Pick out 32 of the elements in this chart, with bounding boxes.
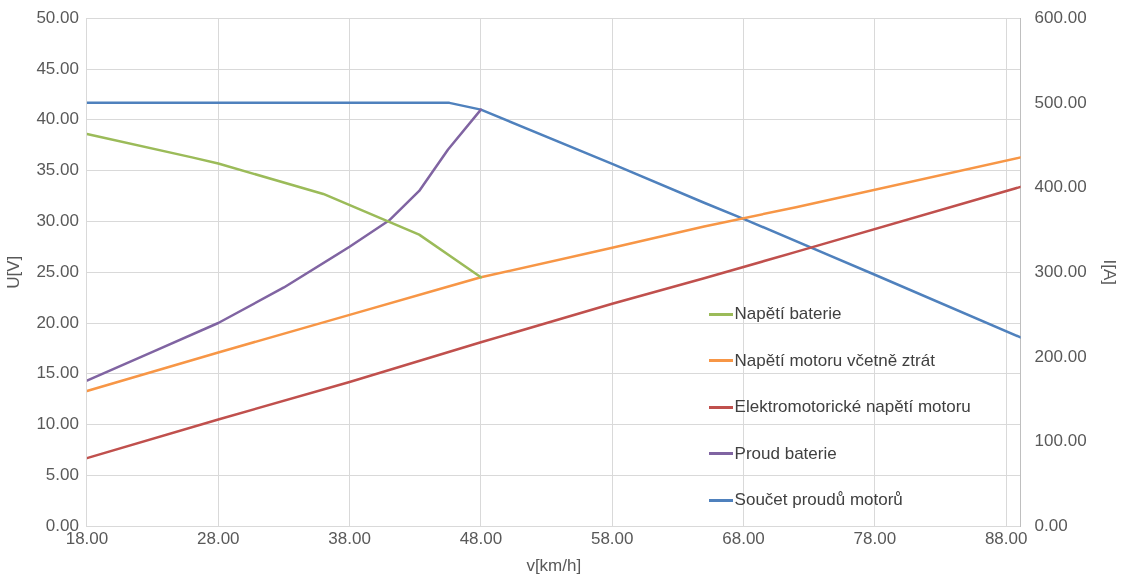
x-tick-label: 78.00 <box>853 529 897 549</box>
y-tick-label: 50.00 <box>36 7 79 27</box>
y2-tick-label: 300.00 <box>1034 261 1087 281</box>
x-tick-label: 88.00 <box>984 529 1028 549</box>
y-tick-label: 45.00 <box>36 58 79 78</box>
y2-tick-label: 500.00 <box>1034 92 1087 112</box>
y2-tick-label: 600.00 <box>1034 7 1087 27</box>
y-tick-label: 20.00 <box>36 312 79 332</box>
y-axis-title: U[V] <box>3 255 23 289</box>
y-tick-label: 5.00 <box>45 465 79 485</box>
y-tick-label: 15.00 <box>36 363 79 383</box>
y2-tick-label: 400.00 <box>1034 177 1087 197</box>
x-tick-label: 38.00 <box>328 529 371 549</box>
y-tick-label: 30.00 <box>36 211 79 231</box>
y-tick-label: 40.00 <box>36 109 79 129</box>
y-tick-label: 35.00 <box>36 160 79 180</box>
legend-label: Napětí motoru včetně ztrát <box>734 350 935 371</box>
x-axis-title: v[km/h] <box>526 556 582 576</box>
x-tick-label: 48.00 <box>459 529 503 549</box>
y2-axis-title: I[A] <box>1100 259 1120 285</box>
y2-tick-label: 100.00 <box>1034 431 1087 451</box>
x-tick-label: 28.00 <box>196 529 240 549</box>
legend-label: Součet proudů motorů <box>734 490 903 511</box>
x-tick-label: 68.00 <box>722 529 765 549</box>
x-tick-label: 58.00 <box>590 529 634 549</box>
y2-tick-label: 200.00 <box>1034 346 1087 366</box>
legend-label: Proud baterie <box>734 443 837 464</box>
y2-tick-label: 0.00 <box>1034 515 1068 535</box>
y-tick-label: 10.00 <box>36 414 79 434</box>
legend-label: Elektromotorické napětí motoru <box>734 397 971 418</box>
y-tick-label: 25.00 <box>36 261 79 281</box>
legend-label: Napětí baterie <box>734 304 842 325</box>
